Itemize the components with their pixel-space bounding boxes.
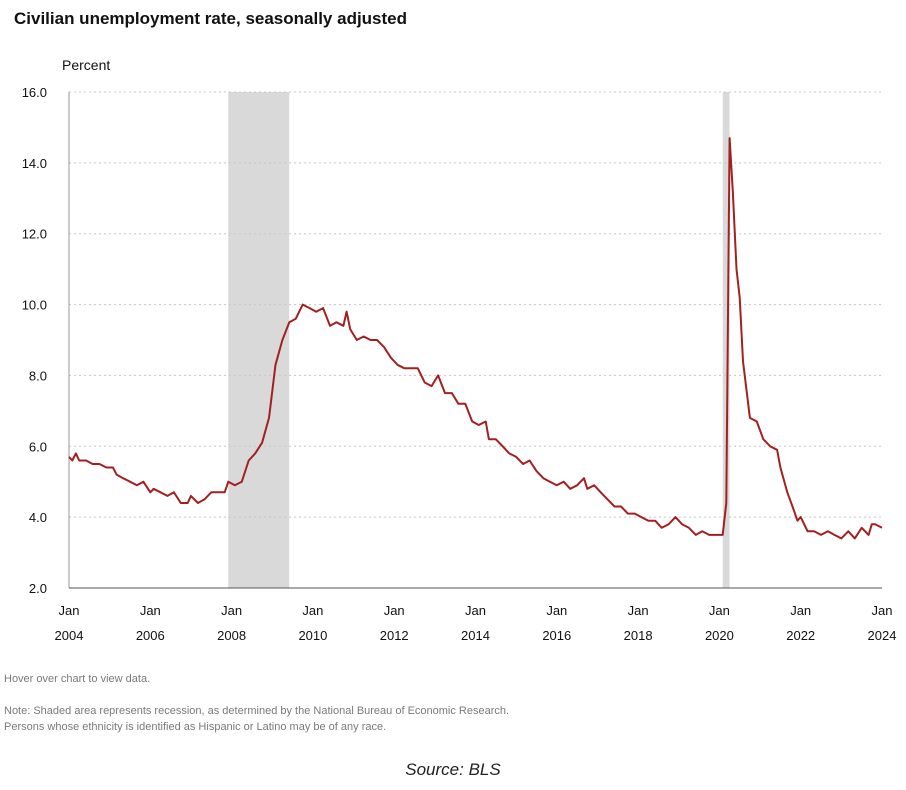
- y-tick-label: 14.0: [22, 156, 47, 171]
- y-tick-labels: 2.0 4.0 6.0 8.0 10.0 12.0 14.0 16.0: [22, 85, 47, 596]
- hover-hint: Hover over chart to view data.: [4, 673, 151, 685]
- x-tick-label-month: Jan: [790, 603, 811, 618]
- x-tick-labels: Jan 2004 Jan 2006 Jan 2008 Jan 2010 Jan 2012 Jan 20…: [55, 603, 897, 643]
- series: [68, 137, 883, 540]
- x-tick-label-year: 2014: [461, 628, 490, 643]
- y-tick-label: 8.0: [29, 368, 47, 383]
- x-tick-label-year: 2012: [380, 628, 409, 643]
- x-tick-label-month: Jan: [140, 603, 161, 618]
- axes: [68, 92, 882, 589]
- unemployment-rate-line: [68, 137, 883, 540]
- x-tick-label-year: 2010: [298, 628, 327, 643]
- x-tick-label-year: 2016: [542, 628, 571, 643]
- recession-note: Note: Shaded area represents recession, …: [4, 705, 510, 717]
- y-axis-label: Percent: [62, 57, 111, 73]
- y-tick-label: 4.0: [29, 510, 47, 525]
- x-tick-label-month: Jan: [465, 603, 486, 618]
- x-tick-label-year: 2024: [868, 628, 897, 643]
- y-tick-label: 12.0: [22, 227, 47, 242]
- gridlines: [69, 91, 882, 518]
- recession-band-1: [228, 92, 290, 588]
- x-tick-label-year: 2008: [217, 628, 246, 643]
- y-tick-label: 16.0: [22, 85, 47, 100]
- x-tick-label-month: Jan: [221, 603, 242, 618]
- x-tick-label-month: Jan: [546, 603, 567, 618]
- x-tick-label-year: 2018: [624, 628, 653, 643]
- y-tick-label: 10.0: [22, 298, 47, 313]
- x-tick-label-month: Jan: [872, 603, 893, 618]
- chart-title: Civilian unemployment rate, seasonally a…: [14, 9, 408, 28]
- x-tick-label-month: Jan: [709, 603, 730, 618]
- x-tick-label-year: 2020: [705, 628, 734, 643]
- y-tick-label: 6.0: [29, 439, 47, 454]
- x-tick-label-month: Jan: [384, 603, 405, 618]
- recession-band-2: [722, 92, 730, 588]
- x-tick-label-year: 2006: [136, 628, 165, 643]
- x-tick-label-month: Jan: [628, 603, 649, 618]
- x-tick-label-year: 2022: [786, 628, 815, 643]
- x-tick-label-month: Jan: [59, 603, 80, 618]
- x-tick-label-month: Jan: [302, 603, 323, 618]
- y-tick-label: 2.0: [29, 581, 47, 596]
- source-caption: Source: BLS: [405, 760, 501, 779]
- recession-shading: [228, 92, 730, 588]
- x-tick-label-year: 2004: [55, 628, 84, 643]
- ethnicity-note: Persons whose ethnicity is identified as…: [4, 721, 387, 733]
- line-chart[interactable]: 2.0 4.0 6.0 8.0 10.0 12.0 14.0 16.0 Jan 2004 Jan 2…: [0, 0, 906, 660]
